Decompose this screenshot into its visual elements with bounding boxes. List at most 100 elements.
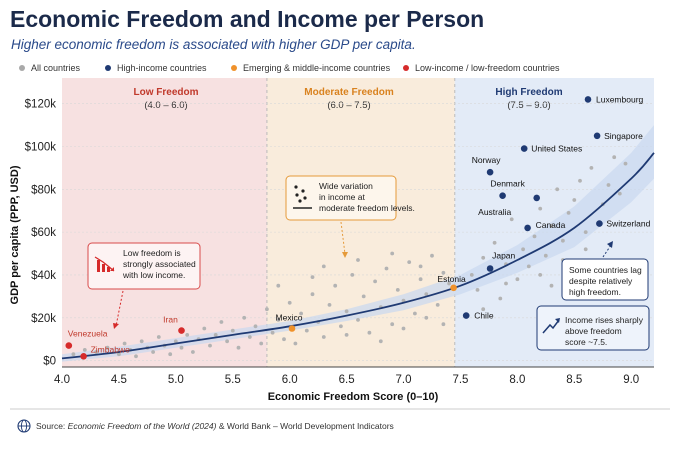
country-point-canada: [524, 224, 531, 232]
country-point-japan: [486, 265, 494, 272]
annotation-lag: Some countries lag despite relatively hi…: [561, 241, 649, 301]
y-axis-title: GDP per capita (PPP, USD): [9, 165, 21, 304]
trend-line: [61, 152, 655, 360]
lag-note-line-1: Some countries lag: [569, 265, 642, 275]
band-bg-1: [266, 78, 455, 367]
moderate-freedom-note: Wide variation in income at moderate fre…: [319, 181, 415, 213]
other-point-48: [367, 330, 372, 335]
other-point-52: [390, 322, 395, 327]
other-point-69: [344, 333, 349, 337]
other-point-60: [435, 303, 440, 307]
other-point-101: [504, 281, 508, 286]
low-note-line-3: with low income.: [122, 270, 185, 280]
other-point-22: [219, 320, 224, 324]
y-tick-3: $60k: [31, 227, 56, 239]
x-tick-5: 6.5: [339, 374, 355, 386]
other-point-10: [151, 350, 156, 354]
other-point-93: [612, 155, 617, 160]
band-bg-0: [62, 78, 267, 367]
other-point-25: [236, 345, 241, 350]
other-point-82: [543, 253, 548, 258]
other-point-42: [333, 283, 338, 288]
other-point-67: [276, 283, 281, 288]
country-point-iran: [178, 327, 185, 334]
other-point-36: [299, 311, 303, 316]
x-tick-2: 5.0: [168, 374, 184, 386]
other-point-55: [407, 260, 412, 264]
legend-label-1: High-income countries: [117, 63, 207, 73]
low-note-line-2: strongly associated: [123, 259, 196, 269]
other-point-63: [321, 264, 326, 269]
source-prefix: Source:: [36, 421, 68, 431]
other-point-44: [344, 309, 349, 314]
rise-note: Income rises sharply above freedom score…: [565, 315, 645, 347]
other-point-76: [492, 240, 497, 245]
other-point-89: [583, 230, 588, 235]
x-tick-3: 5.5: [225, 374, 241, 386]
y-tick-5: $100k: [25, 142, 57, 154]
rise-note-line-2: above freedom: [565, 326, 622, 336]
other-point-40: [321, 335, 326, 339]
other-point-74: [469, 273, 474, 277]
country-point-australia: [533, 194, 540, 202]
other-point-30: [265, 307, 269, 312]
x-tick-10: 9.0: [623, 374, 639, 386]
x-tick-7: 7.5: [452, 374, 468, 386]
other-point-19: [202, 326, 207, 331]
other-point-13: [168, 352, 173, 357]
source-title: Economic Freedom of the World (2024): [68, 421, 217, 431]
legend-marker-1: [105, 65, 111, 71]
other-point-102: [538, 273, 543, 277]
other-point-61: [441, 270, 446, 275]
other-point-54: [401, 298, 406, 303]
other-point-3: [105, 345, 110, 350]
other-point-27: [247, 335, 252, 339]
country-point-denmark: [499, 192, 506, 199]
other-point-11: [156, 335, 161, 339]
moderate-note-line-1: Wide variation: [319, 181, 373, 191]
other-point-34: [287, 300, 292, 305]
annotation-moderate-freedom: Wide variation in income at moderate fre…: [285, 175, 415, 258]
y-tick-1: $20k: [31, 313, 56, 325]
other-point-2: [94, 350, 99, 354]
other-point-104: [583, 247, 588, 252]
country-label-venezuela: Venezuela: [68, 329, 108, 339]
other-point-79: [521, 247, 525, 252]
other-point-71: [401, 326, 406, 331]
country-point-united-states: [520, 145, 528, 152]
country-label-switzerland: Switzerland: [606, 219, 650, 229]
moderate-note-line-2: in income at: [319, 192, 365, 202]
low-freedom-note: Low freedom is strongly associated with …: [122, 248, 198, 280]
other-point-62: [447, 281, 451, 286]
country-label-mexico: Mexico: [276, 313, 303, 323]
other-point-86: [566, 211, 571, 215]
other-point-38: [310, 292, 315, 297]
trending-up-icon: [542, 318, 560, 334]
other-point-8: [139, 339, 144, 344]
country-label-japan: Japan: [492, 251, 515, 261]
x-tick-4: 6.0: [282, 374, 298, 386]
other-point-58: [424, 292, 429, 297]
country-point-singapore: [593, 132, 601, 140]
other-point-66: [418, 264, 423, 269]
other-point-45: [350, 273, 355, 277]
y-tick-4: $80k: [31, 184, 56, 196]
y-tick-6: $120k: [25, 99, 57, 111]
other-point-100: [481, 307, 486, 312]
legend-label-0: All countries: [31, 63, 81, 73]
band-range-2: (7.5 – 9.0): [507, 100, 550, 111]
other-point-84: [555, 187, 560, 192]
declining-chart-icon: [94, 256, 115, 272]
country-point-venezuela: [65, 342, 73, 349]
country-point-chile: [462, 312, 470, 319]
other-point-68: [310, 275, 315, 279]
low-note-line-1: Low freedom is: [123, 248, 181, 258]
other-point-35: [293, 341, 298, 346]
other-point-88: [578, 178, 582, 183]
lag-note: Some countries lag despite relatively hi…: [569, 265, 644, 297]
lag-note-line-2: despite relatively: [569, 276, 633, 286]
other-point-33: [282, 337, 286, 342]
other-point-81: [538, 206, 543, 211]
